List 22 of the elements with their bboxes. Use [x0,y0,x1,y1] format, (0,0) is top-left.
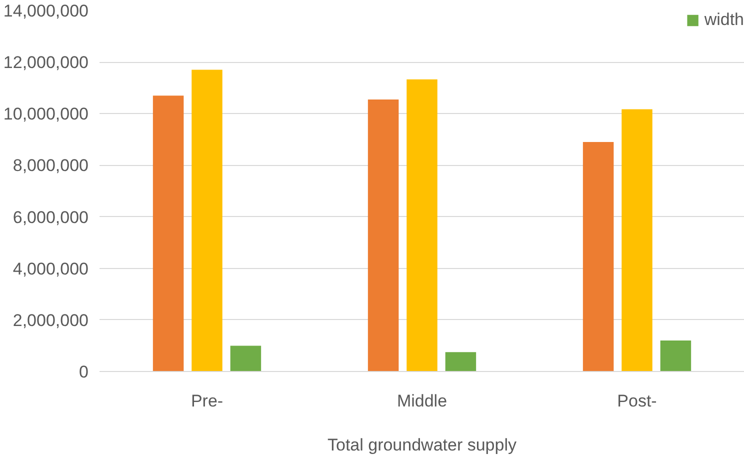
bar [230,346,262,372]
y-tick-label: 10,000,000 [3,104,89,124]
bar [622,109,652,372]
bar [192,70,222,372]
x-tick-label: Middle [396,392,448,410]
y-tick-label: 4,000,000 [12,259,89,278]
y-tick-label: 6,000,000 [12,208,89,227]
y-tick-label: 0 [79,362,89,382]
legend-label: width [704,10,744,30]
x-axis-title: Total groundwater supply [328,436,517,454]
x-tick-label: Post- [617,392,657,410]
bar [445,352,476,372]
bar [582,142,614,372]
bar [660,340,692,372]
y-tick-label: 8,000,000 [12,156,89,176]
x-tick-label: Pre- [190,392,224,410]
bar [368,99,399,372]
bar [152,96,184,372]
y-tick-label: 14,000,000 [3,2,89,20]
bar [406,79,438,372]
y-tick-label: 12,000,000 [3,53,89,72]
y-tick-label: 2,000,000 [12,310,89,330]
